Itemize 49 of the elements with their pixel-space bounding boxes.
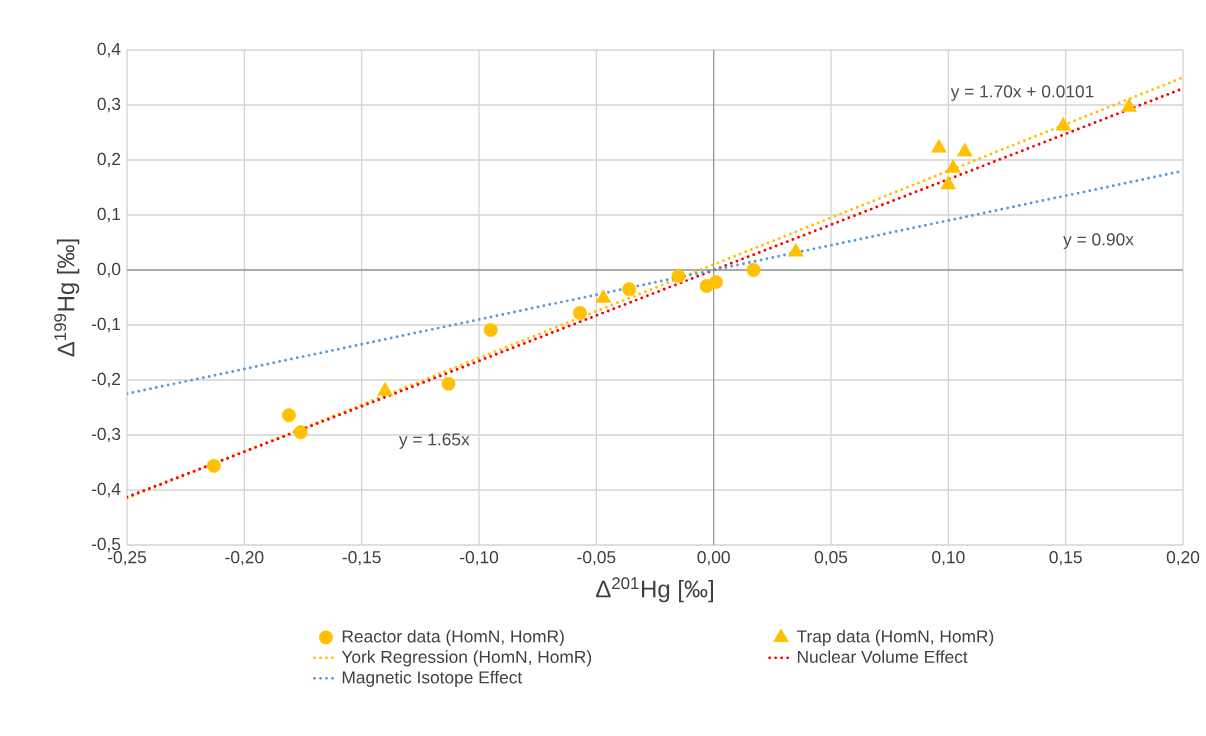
point xyxy=(622,282,637,297)
y-tick-label: 0,4 xyxy=(97,42,121,58)
point xyxy=(1055,116,1072,131)
point xyxy=(788,242,804,257)
y-tick-label: 0,2 xyxy=(97,152,121,168)
point xyxy=(572,305,587,320)
point xyxy=(945,159,961,173)
point xyxy=(671,269,686,283)
annotation: y = 1.65x xyxy=(398,433,470,449)
point xyxy=(1121,98,1137,112)
annotation: y = 0.90x xyxy=(1063,233,1134,249)
legend-label: Trap data (HomN, HomR) xyxy=(796,629,994,646)
x-tick-label: -0,25 xyxy=(108,551,147,566)
y-axis-title: Δ$^{199}$Hg [‰] xyxy=(54,239,80,357)
annotation: y = 1.70x + 0.0101 xyxy=(950,85,1094,101)
x-tick-label: 0,15 xyxy=(1049,551,1082,566)
point xyxy=(281,408,296,423)
point xyxy=(483,323,498,337)
x-tick-label: -0,15 xyxy=(342,551,381,566)
x-tick-label: 0,05 xyxy=(814,551,848,566)
point xyxy=(293,425,308,440)
point xyxy=(377,382,393,396)
point xyxy=(956,142,973,157)
point xyxy=(595,289,612,303)
point xyxy=(441,376,456,391)
legend-label: Magnetic Isotope Effect xyxy=(342,670,523,687)
y-tick-label: -0,5 xyxy=(91,537,121,553)
point xyxy=(931,138,947,153)
point xyxy=(206,458,221,473)
y-tick-label: 0,0 xyxy=(97,262,121,278)
y-tick-label: 0,3 xyxy=(97,97,121,113)
y-tick-label: -0,1 xyxy=(91,317,121,333)
x-tick-label: -0,05 xyxy=(577,551,616,566)
x-tick-label: 0,20 xyxy=(1166,551,1200,566)
y-tick-label: -0,2 xyxy=(91,372,121,388)
x-axis-title: Δ$^{201}$Hg [‰] xyxy=(596,577,713,603)
legend-label: Reactor data (HomN, HomR) xyxy=(342,629,564,646)
x-tick-label: 0,00 xyxy=(697,551,730,566)
point xyxy=(709,275,723,290)
point xyxy=(940,175,957,190)
y-tick-label: -0,4 xyxy=(91,482,121,498)
x-tick-label: -0,20 xyxy=(225,551,264,566)
y-tick-label: -0,3 xyxy=(91,427,121,443)
point xyxy=(746,263,761,277)
y-tick-label: 0,1 xyxy=(97,207,121,223)
legend-label: York Regression (HomN, HomR) xyxy=(341,650,592,667)
legend-label: Nuclear Volume Effect xyxy=(797,650,968,664)
x-tick-label: 0,10 xyxy=(932,551,965,566)
x-tick-label: -0,10 xyxy=(460,551,499,566)
